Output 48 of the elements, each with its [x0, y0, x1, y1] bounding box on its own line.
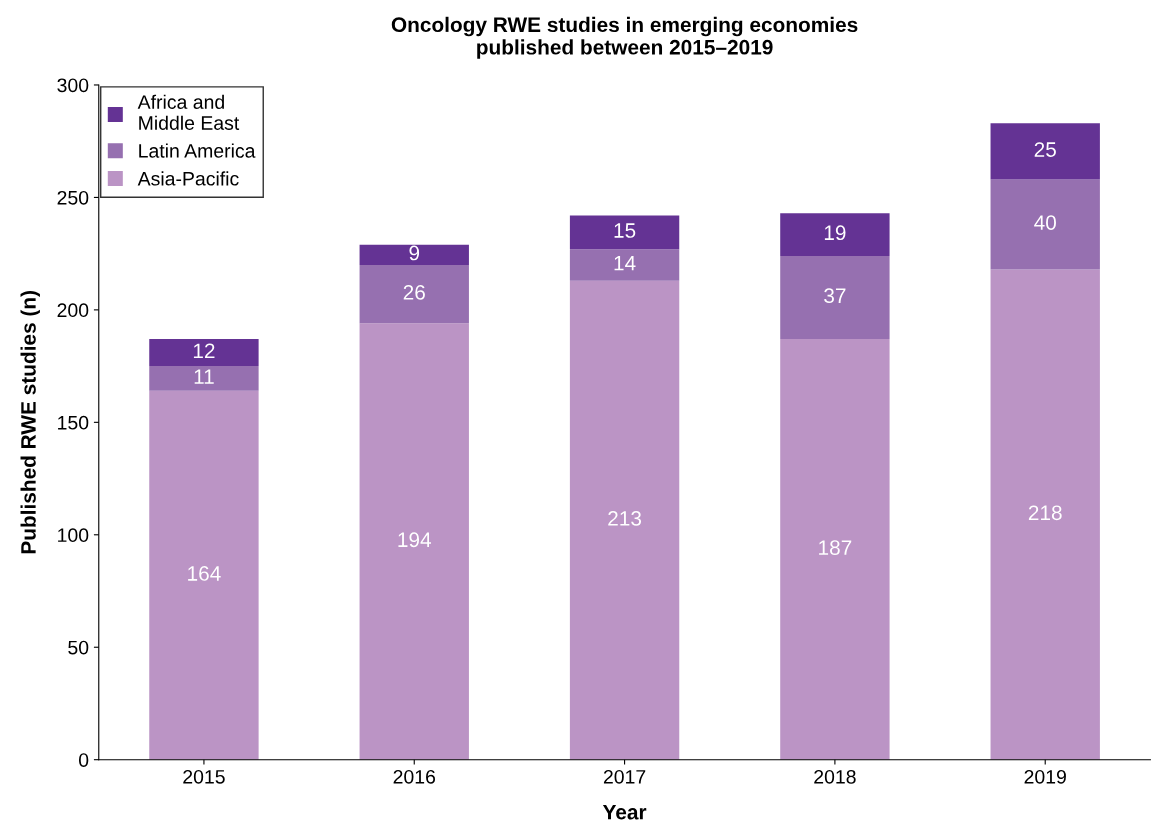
data-label: 11 [194, 369, 214, 384]
x-tick-label: 2016 [393, 769, 436, 784]
x-tick-label: 2018 [814, 769, 856, 784]
bar [149, 390, 259, 760]
x-axis-title: Year [602, 804, 647, 820]
legend-label: Asia-Pacific [137, 171, 239, 186]
legend-label: Latin America [139, 143, 256, 158]
x-tick-label: 2015 [183, 769, 225, 784]
bar [780, 255, 890, 340]
data-label: 26 [403, 284, 425, 300]
data-label: 12 [193, 343, 215, 358]
data-label: 9 [409, 245, 420, 261]
data-label: 19 [824, 225, 846, 241]
data-label: 15 [614, 223, 636, 238]
data-label: 40 [1034, 215, 1056, 230]
bar [569, 249, 680, 281]
chart-title: Oncology RWE studies in emerging economies published between 2015–2019 [391, 16, 858, 59]
data-label: 218 [1028, 505, 1062, 521]
y-tick-label: 0 [78, 753, 89, 767]
x-tick-label: 2019 [1024, 769, 1066, 784]
y-axis-title: Published RWE studies (n) [20, 291, 40, 554]
legend-label: Africa and Middle East [137, 94, 240, 130]
bar [359, 244, 469, 265]
y-tick-label: 100 [58, 528, 89, 543]
data-label: 164 [188, 566, 221, 581]
data-label: 14 [614, 255, 636, 271]
data-label: 25 [1034, 142, 1056, 157]
bar [359, 323, 469, 760]
data-label: 213 [608, 511, 642, 526]
bar [780, 213, 890, 256]
bar [149, 339, 259, 367]
bar [990, 179, 1100, 270]
data-label: 194 [398, 532, 432, 548]
bar [990, 269, 1100, 760]
bar [149, 366, 259, 391]
bar [990, 123, 1100, 180]
bar [359, 264, 469, 324]
bar [569, 280, 680, 760]
y-tick-label: 250 [57, 190, 89, 205]
y-tick-label: 200 [57, 303, 89, 318]
data-label: 187 [819, 540, 852, 555]
bar [780, 339, 890, 760]
y-tick-label: 150 [58, 415, 89, 430]
bar [569, 215, 680, 250]
y-tick-label: 300 [57, 78, 89, 93]
x-tick-label: 2017 [603, 769, 646, 784]
data-label: 37 [824, 288, 846, 304]
y-tick-label: 50 [68, 640, 89, 655]
